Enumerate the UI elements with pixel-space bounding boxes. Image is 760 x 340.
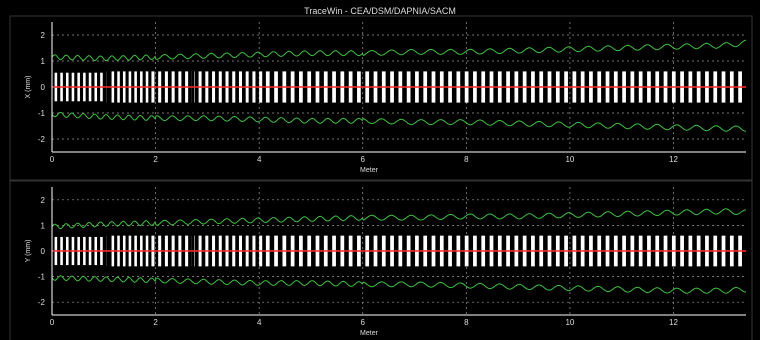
window-title: TraceWin - CEA/DSM/DAPNIA/SACM <box>304 6 456 16</box>
y-tick-label: 1 <box>41 57 46 66</box>
x-tick-label: 4 <box>257 318 262 327</box>
x-tick-label: 8 <box>464 318 469 327</box>
y-tick-label: 0 <box>41 83 46 92</box>
envelope-line <box>51 112 747 132</box>
panel-border <box>9 15 753 181</box>
envelope-line <box>51 208 746 229</box>
x-tick-label: 2 <box>153 318 158 327</box>
y-tick-label: 2 <box>41 196 46 205</box>
y-tick-label: -2 <box>38 135 46 144</box>
x-tick-label: 12 <box>669 155 678 164</box>
y-tick-label: -1 <box>38 109 46 118</box>
y-tick-label: 0 <box>41 247 46 256</box>
y-tick-label: 2 <box>41 31 46 40</box>
y-axis-label: Y (mm) <box>25 240 32 263</box>
y-tick-label: 1 <box>41 221 46 230</box>
x-tick-label: 2 <box>153 155 158 164</box>
x-tick-label: 6 <box>361 318 366 327</box>
x-tick-label: 4 <box>257 155 262 164</box>
envelope-line <box>51 39 747 62</box>
y-axis-label: X (mm) <box>25 76 32 99</box>
envelope-line <box>51 275 746 294</box>
x-tick-label: 6 <box>361 155 366 164</box>
y-tick-label: -2 <box>38 298 46 307</box>
x-tick-label: 0 <box>50 155 55 164</box>
panel-border <box>9 180 753 340</box>
y-tick-label: -1 <box>38 273 46 282</box>
x-axis-label: Meter <box>360 167 379 174</box>
x-tick-label: 10 <box>565 155 574 164</box>
x-axis-label: Meter <box>360 330 379 337</box>
x-tick-label: 10 <box>565 318 574 327</box>
x-tick-label: 8 <box>464 155 469 164</box>
x-tick-label: 12 <box>669 318 678 327</box>
x-tick-label: 0 <box>50 318 55 327</box>
